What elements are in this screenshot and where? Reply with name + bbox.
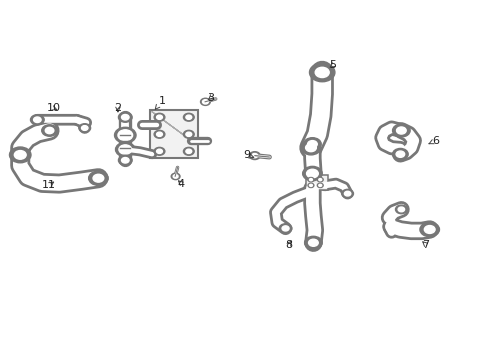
Circle shape (30, 115, 44, 125)
Circle shape (9, 147, 31, 163)
Circle shape (424, 226, 435, 233)
Circle shape (173, 175, 178, 178)
Circle shape (93, 174, 104, 182)
Circle shape (308, 141, 317, 148)
Text: 11: 11 (42, 180, 55, 190)
Circle shape (308, 183, 314, 188)
FancyBboxPatch shape (150, 111, 198, 158)
Circle shape (398, 207, 405, 212)
Circle shape (157, 115, 162, 120)
Circle shape (34, 117, 41, 122)
Circle shape (309, 239, 318, 246)
Circle shape (306, 144, 317, 152)
Circle shape (282, 226, 289, 231)
Circle shape (396, 151, 405, 157)
Text: 2: 2 (114, 103, 122, 113)
Circle shape (115, 127, 136, 143)
Text: 9: 9 (243, 150, 254, 160)
Circle shape (118, 130, 133, 140)
Circle shape (249, 152, 260, 159)
Text: 5: 5 (329, 60, 337, 70)
Circle shape (307, 169, 318, 178)
Circle shape (279, 224, 292, 233)
Circle shape (154, 147, 165, 155)
Circle shape (319, 184, 322, 186)
Circle shape (310, 179, 313, 181)
Circle shape (171, 173, 180, 180)
Circle shape (186, 149, 192, 153)
Circle shape (304, 138, 321, 150)
Text: 6: 6 (429, 136, 439, 145)
Circle shape (45, 127, 54, 134)
Circle shape (89, 171, 108, 185)
Circle shape (154, 113, 165, 121)
Circle shape (116, 142, 135, 157)
Circle shape (119, 112, 132, 122)
Circle shape (157, 132, 162, 136)
Circle shape (310, 184, 313, 186)
Circle shape (183, 130, 194, 138)
Text: 4: 4 (178, 179, 185, 189)
Circle shape (344, 191, 351, 196)
Circle shape (183, 147, 194, 155)
Circle shape (157, 149, 162, 153)
Circle shape (303, 166, 322, 181)
Circle shape (14, 150, 26, 159)
Circle shape (310, 63, 335, 82)
Circle shape (119, 155, 132, 165)
Text: 10: 10 (47, 103, 60, 113)
Circle shape (318, 183, 323, 188)
Circle shape (183, 113, 194, 121)
Circle shape (122, 114, 129, 120)
Circle shape (396, 127, 406, 134)
Circle shape (392, 124, 410, 137)
Circle shape (79, 124, 91, 132)
Circle shape (420, 222, 440, 237)
Text: 3: 3 (207, 93, 214, 103)
Circle shape (154, 130, 165, 138)
Circle shape (186, 132, 192, 136)
Circle shape (42, 125, 57, 136)
Circle shape (186, 115, 192, 120)
FancyBboxPatch shape (306, 175, 328, 190)
Circle shape (392, 148, 408, 160)
Circle shape (122, 158, 129, 163)
Text: 1: 1 (155, 96, 166, 109)
Circle shape (319, 179, 322, 181)
Circle shape (119, 145, 132, 154)
Circle shape (342, 189, 353, 198)
Text: 8: 8 (285, 239, 293, 249)
Circle shape (318, 177, 323, 182)
Circle shape (252, 153, 258, 158)
Circle shape (202, 100, 208, 104)
Circle shape (81, 126, 88, 130)
Text: 7: 7 (422, 239, 429, 249)
Circle shape (308, 177, 314, 182)
Circle shape (301, 140, 321, 155)
Circle shape (305, 236, 322, 249)
Circle shape (315, 67, 329, 77)
Circle shape (395, 205, 407, 214)
Circle shape (200, 98, 210, 105)
